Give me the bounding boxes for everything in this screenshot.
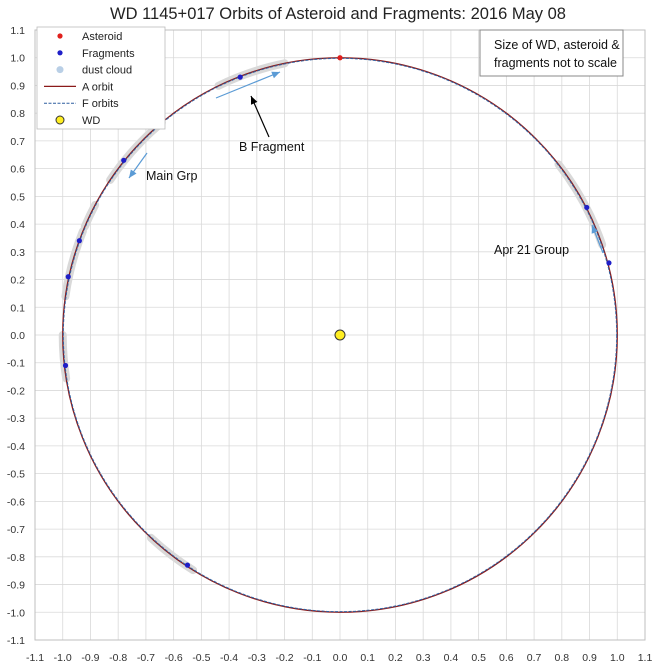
y-tick-label: 0.1 [10,302,25,314]
y-tick-label: 0.6 [10,164,25,176]
y-tick-label: -0.7 [7,524,25,536]
note-line-1: Size of WD, asteroid & [494,38,620,52]
legend-items: Asteroid Fragments dust cloud A orbit F orbi… [44,31,135,127]
x-tick-label: 1.1 [638,652,653,664]
wd-point [334,329,346,341]
legend-marker [55,115,65,125]
markers [334,55,346,341]
x-tick-label: 0.7 [527,652,542,664]
legend: Asteroid Fragments dust cloud A orbit F orbi… [36,26,166,130]
legend-marker [56,66,64,74]
x-tick-label: -0.5 [192,652,210,664]
x-tick-label: 0.5 [471,652,486,664]
apr21-group-label: Apr 21 Group [494,243,569,257]
fragment-point [65,274,71,280]
plot-frame [34,29,646,641]
x-tick-label: 0.2 [388,652,403,664]
fragment-point [184,562,191,568]
b-fragment-pointer-arrow-head [251,96,258,105]
fragment-point [62,362,69,369]
x-tick-labels: -1.1 -1.0 -0.9 -0.8 -0.7 -0.6 -0.5 -0.4 -0.3 -0.2… [26,652,652,664]
x-tick-label: -0.2 [275,652,293,664]
x-tick-label: 0.6 [499,652,514,664]
y-tick-label: 0.8 [10,108,25,120]
b-fragment-motion-arrow-shaft [215,71,281,99]
fragment-point [76,238,82,244]
legend-label: A orbit [82,81,113,93]
y-tick-label: 0.0 [10,330,25,342]
legend-label: F orbits [82,98,119,110]
x-tick-label: 1.0 [610,652,625,664]
y-tick-label: 1.1 [10,25,25,37]
x-tick-label: -0.7 [137,652,155,664]
note-box [479,29,624,77]
y-tick-label: -0.8 [7,552,25,564]
b-fragment-label: B Fragment [239,140,305,154]
x-tick-label: -1.1 [26,652,44,664]
y-tick-labels: -1.1 -1.0 -0.9 -0.8 -0.7 -0.6 -0.5 -0.4 -0.3 -0.2… [7,25,25,647]
x-tick-label: -1.0 [54,652,72,664]
legend-box [36,26,166,130]
main-grp-label: Main Grp [146,169,197,183]
y-tick-label: -1.1 [7,635,25,647]
y-tick-label: -0.1 [7,358,25,370]
y-tick-label: 0.5 [10,191,25,203]
note-line-2: fragments not to scale [494,56,617,70]
y-tick-label: -0.2 [7,385,25,397]
y-tick-label: 1.0 [10,53,25,65]
x-tick-label: 0.1 [360,652,375,664]
fragments [62,74,612,568]
legend-label: WD [82,115,100,127]
y-tick-label: -0.3 [7,413,25,425]
asteroid-point [337,55,343,61]
apr21-arrow-head [591,225,599,234]
x-tick-label: -0.9 [81,652,99,664]
x-tick-label: -0.3 [248,652,266,664]
y-tick-label: -0.5 [7,469,25,481]
legend-label: Fragments [82,48,135,60]
x-tick-label: 0.9 [582,652,597,664]
x-tick-label: -0.6 [165,652,183,664]
x-tick-label: 0.4 [444,652,459,664]
x-tick-label: 0.3 [416,652,431,664]
y-tick-label: 0.7 [10,136,25,148]
b-fragment-motion-arrow-head [271,71,280,79]
annotation-arrows [128,71,604,254]
fragment-point [584,204,590,211]
x-tick-label: 0.0 [333,652,348,664]
legend-marker [57,50,63,56]
x-tick-label: 0.8 [555,652,570,664]
y-tick-label: -0.4 [7,441,25,453]
main-grp-arrow-head [129,169,137,178]
x-tick-label: -0.8 [109,652,127,664]
legend-label: dust cloud [82,65,132,77]
legend-marker [57,33,63,39]
y-tick-label: 0.4 [10,219,25,231]
x-tick-label: -0.1 [303,652,321,664]
fragment-point [121,157,127,163]
x-tick-label: -0.4 [220,652,238,664]
y-tick-label: -1.0 [7,607,25,619]
fragment-point [237,74,243,80]
y-tick-label: -0.6 [7,496,25,508]
fragment-point [606,260,612,266]
chart-title: WD 1145+017 Orbits of Asteroid and Fragm… [110,5,566,23]
legend-label: Asteroid [82,31,122,43]
y-tick-label: 0.9 [10,80,25,92]
y-tick-label: 0.2 [10,275,25,287]
y-tick-label: -0.9 [7,580,25,592]
y-tick-label: 0.3 [10,247,25,259]
